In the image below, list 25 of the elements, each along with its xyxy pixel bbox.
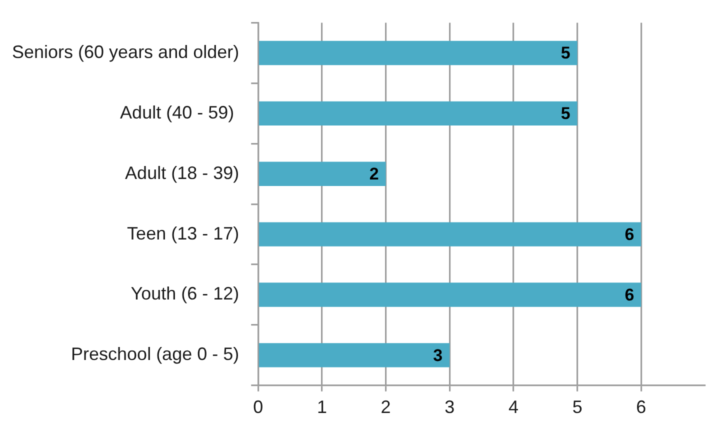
data-label: 5 (560, 104, 570, 124)
y-tick-label: Adult (18 - 39) (125, 162, 240, 183)
x-tick-label: 3 (444, 397, 455, 418)
bar (258, 40, 578, 66)
bar (258, 222, 642, 246)
y-tick-label: Seniors (60 years and older) (12, 42, 240, 62)
data-label: 5 (560, 44, 570, 63)
y-tick-label: Preschool (age 0 - 5) (71, 344, 240, 364)
y-tick-label: Adult (40 - 59) (120, 102, 240, 122)
x-tick-label: 4 (508, 397, 518, 418)
data-label: 2 (369, 164, 379, 184)
y-tick-label: Teen (13 - 17) (127, 223, 240, 244)
x-tick-label: 2 (380, 397, 391, 418)
data-label: 6 (624, 225, 634, 244)
bar (258, 162, 386, 186)
x-tick-label: 0 (253, 397, 264, 418)
x-tick-label: 5 (572, 397, 582, 418)
bar (258, 101, 578, 126)
data-label: 3 (433, 346, 443, 365)
bar (258, 343, 450, 368)
data-label: 6 (624, 285, 634, 304)
x-tick-label: 6 (636, 397, 646, 418)
y-tick-label: Youth (6 - 12) (130, 284, 240, 304)
x-tick-label: 1 (316, 397, 327, 418)
bar (258, 282, 642, 307)
